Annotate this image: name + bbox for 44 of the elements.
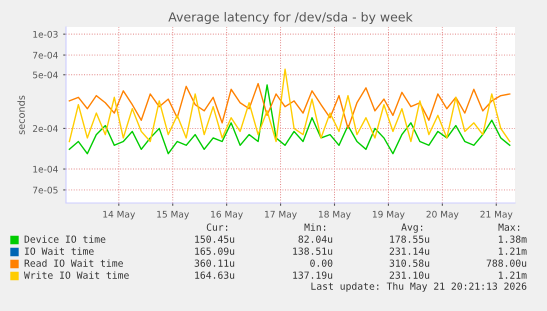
legend-label: IO Wait time [24, 247, 94, 255]
x-tick-label: 17 May [265, 210, 297, 220]
line-series [68, 68, 510, 142]
y-tick-label: 2e-04 [32, 125, 58, 132]
x-tick-label: 14 May [103, 210, 136, 220]
legend-label: Read IO Wait time [24, 259, 123, 267]
text: 137.19u [293, 271, 332, 279]
text: 360.11u [194, 259, 234, 267]
x-tick-label: 19 May [372, 210, 405, 220]
text: 138.51u [293, 247, 332, 255]
line-series [68, 84, 510, 154]
text: 1.21m [498, 247, 527, 255]
text: 1.21m [498, 271, 527, 279]
text: 165.09u [195, 247, 234, 255]
y-tick-label: 7e-05 [33, 186, 58, 194]
x-tick-label: 20 May [426, 210, 459, 220]
chart-title: Average latency for /dev/sda - by week [168, 12, 413, 24]
x-tick-label: 18 May [318, 210, 351, 220]
text: 0.00 [310, 259, 332, 267]
y-tick-label: 7e-04 [33, 52, 58, 59]
text: Max: [498, 224, 520, 231]
text: 1.38m [498, 235, 527, 243]
x-tick-label: 21 May [480, 210, 513, 220]
text: Min: [304, 223, 326, 231]
text: 178.55u [390, 235, 430, 243]
text: 310.58u [390, 259, 430, 267]
y-tick-label: 1e-04 [33, 166, 58, 173]
text: 82.04u [298, 235, 332, 243]
text: 788.00u [486, 259, 526, 267]
legend-label: Device IO time [24, 235, 106, 243]
x-tick-label: 16 May [211, 210, 243, 220]
text: 231.10u [390, 271, 430, 279]
x-tick-label: 15 May [157, 210, 189, 220]
text: Cur: [206, 223, 228, 231]
y-axis-title: seconds [17, 96, 25, 134]
text: Avg: [401, 224, 422, 233]
y-tick-label: 1e-03 [33, 30, 58, 38]
text: 164.63u [195, 271, 234, 279]
text: 231.14u [390, 247, 430, 255]
y-tick-label: 5e-04 [33, 71, 58, 78]
line-series [68, 82, 510, 130]
text: Last update: Thu May 21 20:21:13 2026 [311, 282, 526, 292]
legend-label: Write IO Wait time [24, 271, 129, 279]
text: 150.45u [195, 235, 234, 243]
